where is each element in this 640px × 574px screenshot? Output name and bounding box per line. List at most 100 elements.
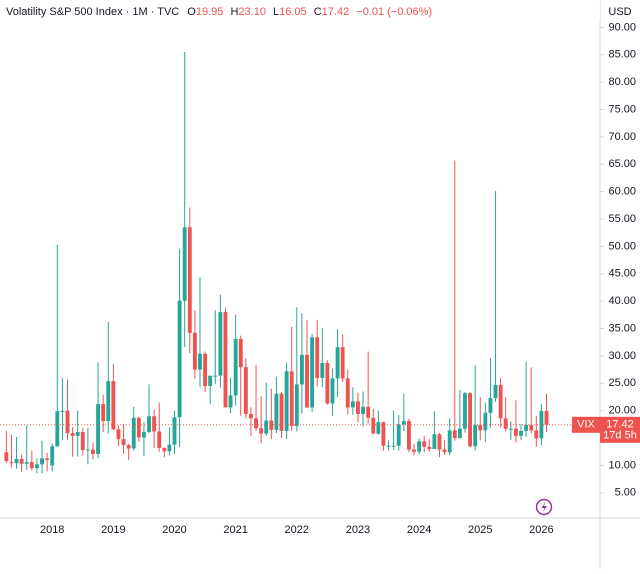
x-tick-label: 2024 — [407, 524, 431, 536]
candle-body — [34, 464, 39, 469]
candle-body — [14, 458, 19, 464]
candle-body — [70, 433, 75, 436]
candle-body — [422, 441, 427, 447]
candle-body — [111, 381, 116, 430]
candle-body — [427, 446, 432, 450]
candle-body — [213, 375, 218, 377]
candle-body — [442, 449, 447, 453]
candle-body — [376, 422, 381, 434]
open-value: 19.95 — [196, 6, 224, 18]
candle-body — [356, 401, 360, 414]
candle-body — [335, 347, 340, 379]
candle-body — [29, 462, 34, 469]
candle-body — [412, 449, 416, 452]
candle-body — [24, 462, 29, 464]
countdown: 17d 5h — [603, 430, 637, 442]
candle-body — [539, 410, 544, 439]
candle-body — [534, 430, 539, 439]
low-value: 16.05 — [279, 6, 307, 18]
candle-body — [279, 393, 284, 431]
candle-body — [228, 395, 233, 408]
x-tick-label: 2023 — [346, 524, 370, 536]
candle-body — [85, 449, 90, 451]
candle-body — [269, 420, 274, 430]
candle-body — [121, 439, 126, 446]
header-bg — [0, 0, 600, 22]
y-tick-label: 75.00 — [608, 103, 636, 115]
y-tick-label: 65.00 — [608, 158, 636, 170]
candle-body — [152, 416, 157, 432]
icon-bolt — [541, 502, 547, 512]
candle-body — [223, 312, 228, 408]
candle-body — [50, 446, 55, 466]
candle-body — [513, 428, 518, 436]
candle-body — [320, 363, 325, 378]
y-tick-label: 20.00 — [608, 405, 636, 417]
candle-body — [488, 398, 493, 413]
candle-body — [238, 338, 243, 368]
candle-body — [381, 422, 386, 446]
candle-body — [340, 347, 345, 379]
high-label: H — [230, 6, 238, 18]
candle-body — [182, 227, 187, 301]
candle-body — [544, 410, 549, 425]
candle-body — [463, 393, 467, 429]
candle-body — [141, 432, 146, 438]
candle-body — [371, 417, 376, 434]
y-tick-label: 35.00 — [608, 322, 636, 334]
candle-body — [437, 434, 442, 450]
candle-body — [96, 404, 101, 454]
symbol-title: Volatility S&P 500 Index · 1M · TVC — [6, 6, 179, 18]
candle-body — [45, 458, 50, 460]
x-tick-label: 2022 — [285, 524, 309, 536]
candle-body — [483, 412, 488, 431]
plot — [4, 52, 549, 474]
x-tick-label: 2019 — [101, 524, 125, 536]
candle-body — [80, 432, 85, 451]
candle-body — [289, 371, 294, 427]
y-tick-label: 60.00 — [608, 186, 636, 198]
candle-body — [208, 375, 213, 387]
candle-body — [310, 337, 315, 408]
candle-body — [259, 428, 264, 434]
candle-body — [478, 424, 483, 431]
y-tick-label: 30.00 — [608, 350, 636, 362]
last-price-symbol: VIX — [577, 419, 595, 431]
candle-body — [519, 430, 523, 436]
candle-body — [503, 418, 508, 429]
candle-body — [4, 452, 9, 462]
x-tick-label: 2025 — [468, 524, 492, 536]
high-value: 23.10 — [238, 6, 266, 18]
candle-body — [508, 428, 513, 430]
candle-body — [406, 421, 411, 450]
candle-body — [203, 353, 208, 387]
candle-body — [136, 417, 141, 438]
candle-body — [147, 416, 151, 433]
candle-body — [192, 332, 197, 370]
candle-body — [60, 410, 65, 412]
candle-body — [361, 406, 365, 414]
candle-body — [325, 363, 330, 404]
candle-body — [284, 371, 289, 431]
candle-body — [345, 378, 350, 408]
candle-body — [116, 429, 121, 440]
candle-body — [493, 384, 498, 399]
candle-body — [172, 417, 177, 445]
candle-body — [498, 384, 503, 419]
candle-body — [131, 417, 136, 449]
candle-body — [468, 393, 472, 447]
candle-body — [396, 424, 401, 446]
candle-body — [330, 378, 335, 404]
candle-body — [91, 449, 95, 454]
close-label: C — [314, 6, 322, 18]
y-tick-label: 25.00 — [608, 377, 636, 389]
last-price-value: 17.42 — [606, 419, 634, 431]
replay-icon[interactable] — [535, 498, 553, 516]
candle-body — [401, 421, 406, 425]
candle-body — [19, 458, 24, 464]
y-tick-label: 55.00 — [608, 213, 636, 225]
candle-body — [9, 462, 14, 464]
y-tick-label: 50.00 — [608, 240, 636, 252]
candle-body — [294, 384, 299, 427]
candle-body — [65, 410, 70, 434]
